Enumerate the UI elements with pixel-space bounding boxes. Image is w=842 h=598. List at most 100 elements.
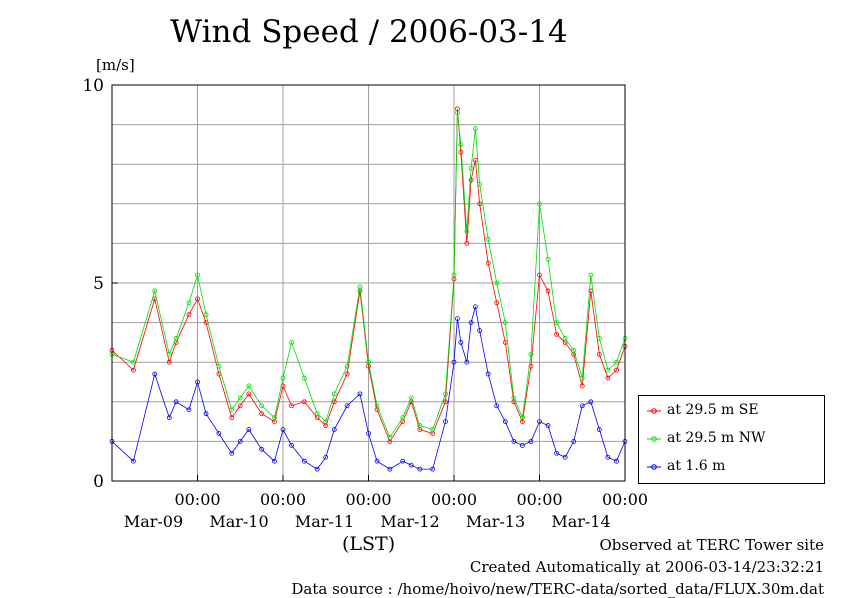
data-point-se [458,149,464,155]
data-point-se [443,399,448,405]
data-point-low [579,403,585,409]
data-point-nw [229,407,235,413]
data-point-low [494,403,500,409]
data-point-nw [455,110,460,116]
data-point-low [374,458,380,464]
data-point-low [301,458,307,464]
data-point-nw [430,427,436,432]
legend: at 29.5 m SE at 29.5 m NW at 1.6 m [638,395,825,484]
data-point-se [554,332,559,337]
data-point-low [458,339,464,345]
data-point-se [614,367,619,373]
x-tick-date-label: Mar-14 [551,512,610,531]
data-point-se [166,359,172,365]
x-tick-time-label: 00:00 [602,490,648,509]
data-point-nw [596,336,602,341]
x-axis-unit: (LST) [342,533,396,555]
data-point-low [357,391,363,397]
y-axis-unit: [m/s] [96,56,135,74]
data-point-nw [344,363,350,369]
data-point-se [237,403,243,409]
data-point-se [477,201,483,207]
data-point-low [545,423,551,428]
x-tick-time-label: 00:00 [516,490,562,509]
data-point-low [443,419,448,425]
series-line-nw [111,112,626,439]
data-point-low [477,328,483,333]
data-point-nw [588,272,594,278]
data-point-low [605,454,611,460]
data-point-nw [203,312,209,318]
data-point-nw [494,280,500,286]
data-point-nw [605,367,611,373]
data-point-low [272,458,277,464]
data-point-low [344,403,350,409]
data-point-nw [554,320,559,326]
data-point-low [451,359,457,365]
data-point-low [554,450,559,456]
data-point-se [130,367,136,373]
x-tick-time-label: 00:00 [431,490,477,509]
legend-marker-se [647,408,661,414]
data-point-low [237,438,243,444]
data-point-se [485,260,491,266]
data-point-low [485,371,491,377]
data-point-nw [464,229,470,234]
data-point-se [464,240,470,246]
data-point-nw [331,391,337,397]
data-point-nw [408,395,414,401]
data-point-low [614,458,619,464]
data-point-low [166,415,172,421]
data-point-low [203,411,209,417]
data-point-low [455,316,460,322]
y-tick-label: 0 [93,472,104,492]
data-point-low [511,438,517,444]
data-point-nw [485,237,491,242]
data-point-nw [237,395,243,401]
legend-marker-low [647,464,661,470]
data-point-nw [366,359,371,365]
data-point-se [195,296,200,302]
data-point-se [545,288,551,294]
data-point-se [596,351,602,357]
legend-label-low: at 1.6 m [667,458,726,474]
data-point-se [468,177,474,183]
data-point-low [130,458,136,464]
data-point-se [229,415,235,421]
data-point-se [605,375,611,381]
chart-title: Wind Speed / 2006-03-14 [170,14,568,50]
y-tick-label: 5 [93,274,104,294]
data-point-nw [357,284,363,290]
data-point-nw [374,403,380,409]
data-point-low [468,320,474,326]
x-tick-date-label: Mar-11 [295,512,354,531]
data-point-se [494,300,500,306]
x-tick-time-label: 00:00 [174,490,220,509]
data-point-low [408,462,414,468]
data-point-low [596,427,602,432]
data-point-nw [472,126,478,131]
data-point-low [216,431,222,436]
data-point-se [472,157,478,163]
footer-created: Created Automatically at 2006-03-14/23:3… [469,558,824,576]
legend-label-nw: at 29.5 m NW [667,430,766,446]
data-point-nw [417,423,423,428]
data-point-nw [468,165,474,171]
data-point-nw [537,201,542,207]
data-point-low [152,371,158,377]
data-point-nw [323,419,329,425]
x-tick-date-label: Mar-10 [209,512,268,531]
x-tick-date-label: Mar-09 [124,512,183,531]
data-point-nw [280,375,286,381]
data-point-low [173,399,179,405]
x-tick-time-label: 00:00 [260,490,306,509]
y-tick-label: 10 [82,76,104,96]
data-point-low [430,466,436,472]
data-point-low [323,454,329,460]
data-point-low [229,450,235,456]
data-point-nw [458,141,464,147]
data-point-low [588,399,594,405]
data-point-nw [259,403,265,409]
data-point-low [186,407,192,413]
footer-observed: Observed at TERC Tower site [599,536,824,554]
